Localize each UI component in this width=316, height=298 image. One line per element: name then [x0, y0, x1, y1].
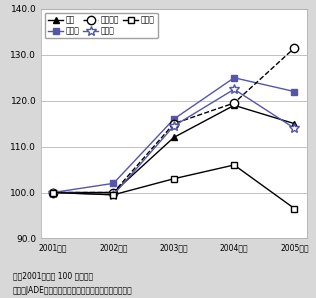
Text: 注：2001年度を 100 とする。: 注：2001年度を 100 とする。 — [13, 272, 93, 281]
Legend: 全国, 東京圏, 名古屋圏, 関西圏, 地方圏: 全国, 東京圏, 名古屋圏, 関西圏, 地方圏 — [45, 13, 158, 38]
Text: 出所：JADEデータベースよりみずほ総合研究所作成。: 出所：JADEデータベースよりみずほ総合研究所作成。 — [13, 286, 132, 295]
